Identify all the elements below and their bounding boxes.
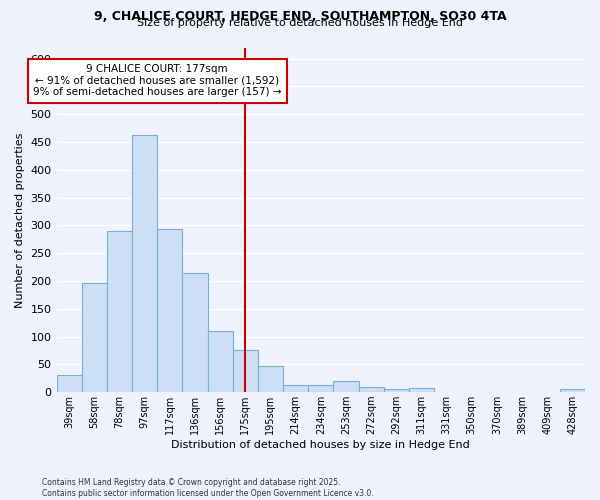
Text: Contains HM Land Registry data © Crown copyright and database right 2025.
Contai: Contains HM Land Registry data © Crown c… [42, 478, 374, 498]
Y-axis label: Number of detached properties: Number of detached properties [15, 132, 25, 308]
Bar [82, 282, 107, 392]
Bar [258, 366, 283, 392]
Bar [334, 381, 359, 392]
Text: Size of property relative to detached houses in Hedge End: Size of property relative to detached ho… [137, 18, 463, 28]
Bar [308, 386, 334, 392]
Bar [107, 231, 132, 392]
Bar [157, 230, 182, 392]
Bar [359, 386, 383, 392]
Bar [56, 376, 82, 392]
Bar [283, 385, 308, 392]
Bar [560, 390, 585, 392]
Bar [233, 350, 258, 392]
Bar [383, 390, 409, 392]
Bar [208, 331, 233, 392]
Text: 9 CHALICE COURT: 177sqm
← 91% of detached houses are smaller (1,592)
9% of semi-: 9 CHALICE COURT: 177sqm ← 91% of detache… [33, 64, 281, 98]
Bar [182, 272, 208, 392]
Bar [409, 388, 434, 392]
Bar [132, 136, 157, 392]
X-axis label: Distribution of detached houses by size in Hedge End: Distribution of detached houses by size … [172, 440, 470, 450]
Text: 9, CHALICE COURT, HEDGE END, SOUTHAMPTON, SO30 4TA: 9, CHALICE COURT, HEDGE END, SOUTHAMPTON… [94, 10, 506, 23]
